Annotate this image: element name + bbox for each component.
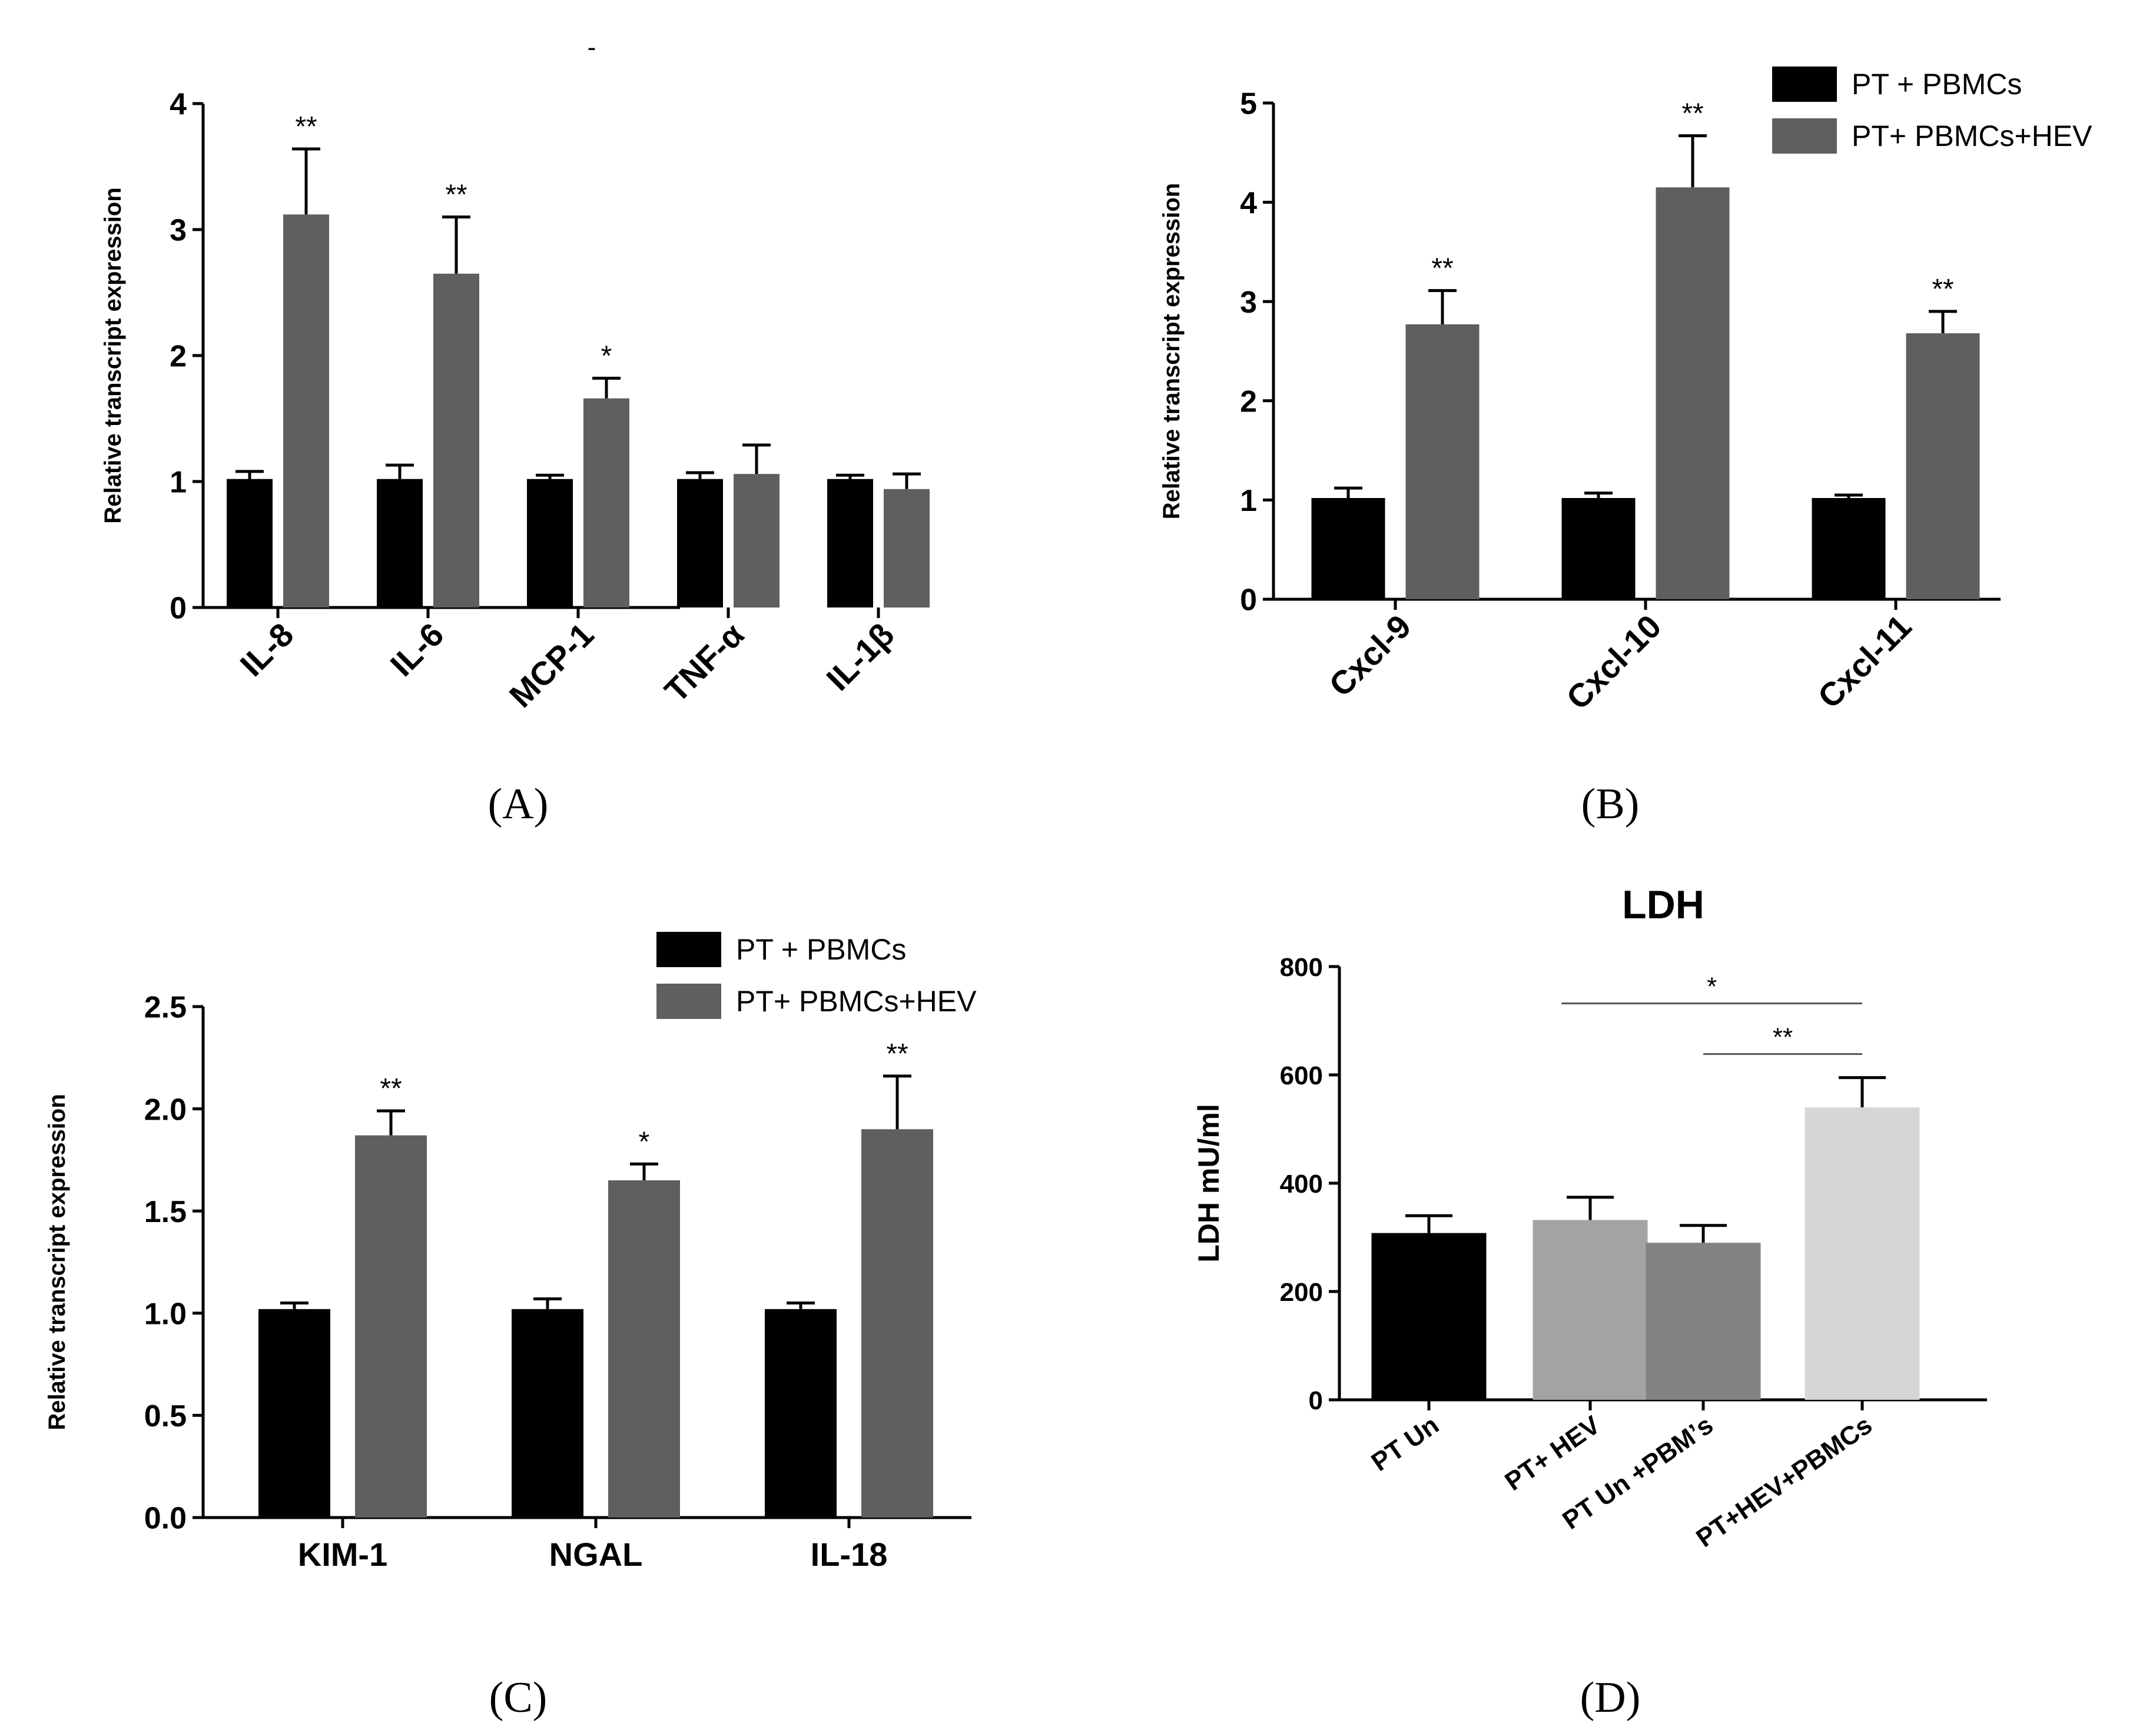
y-axis-label: Relative transcript expression [44, 1094, 70, 1430]
bar-ldh [1371, 1233, 1487, 1400]
legend-label: PT + PBMCs [1852, 68, 2022, 101]
legend-swatch [1772, 118, 1837, 154]
x-category-label: IL-6 [383, 616, 451, 683]
significance-marker: ** [886, 1038, 908, 1070]
panel-label-b: (B) [1581, 780, 1640, 828]
y-tick-label: 0 [170, 592, 187, 626]
comparison-marker: ** [1773, 1023, 1793, 1052]
legend-label: PT+ PBMCs+HEV [736, 985, 977, 1018]
comparison-marker: * [1707, 972, 1717, 1001]
x-category-label: IL-1β [819, 616, 901, 698]
y-axis-label: LDH mU/ml [1192, 1104, 1225, 1262]
bar-pt-pbmcs-hev [884, 489, 930, 607]
x-category-label: Cxcl-10 [1559, 607, 1668, 716]
y-tick-label: 0.0 [144, 1502, 187, 1536]
bar-pt-pbmcs-hev [608, 1180, 680, 1518]
legend-swatch [656, 932, 721, 967]
chart-panel-c: 0.0 0.5 1.0 1.5 2.0 2.5 Relative transcript ex… [44, 932, 977, 1573]
y-tick-label: 200 [1280, 1278, 1323, 1307]
y-axis-label: Relative transcript expression [100, 187, 126, 523]
x-category-label: IL-18 [811, 1536, 888, 1573]
bar-pt-pbmcs [1812, 498, 1886, 599]
y-tick-label: 4 [1240, 186, 1257, 220]
y-tick-label: 2 [1240, 385, 1257, 419]
x-category-label: KIM-1 [298, 1536, 387, 1573]
y-axis-label: Relative transcript expression [1159, 183, 1185, 519]
y-tick-label: 5 [1240, 87, 1257, 121]
significance-marker: ** [380, 1073, 402, 1104]
bar-pt-pbmcs-hev [734, 474, 780, 607]
y-tick-label: 2.0 [144, 1093, 187, 1127]
bar-pt-pbmcs [527, 479, 573, 607]
y-tick-label: 0 [1240, 583, 1257, 617]
significance-marker: ** [295, 111, 317, 142]
y-tick-label: 2 [170, 340, 187, 374]
bar-ldh [1805, 1107, 1920, 1400]
y-tick-label: 400 [1280, 1170, 1323, 1199]
y-tick-label: 3 [170, 214, 187, 248]
significance-marker: * [601, 341, 612, 372]
significance-marker: ** [1932, 274, 1953, 305]
chart-panel-b: 0 1 2 3 4 5 Relative transcript expression ** Cx… [1159, 67, 2092, 716]
bar-pt-pbmcs [1311, 498, 1385, 599]
legend-label: PT+ PBMCs+HEV [1852, 119, 2092, 152]
y-tick-label: 3 [1240, 285, 1257, 320]
y-tick-label: 2.5 [144, 991, 187, 1025]
legend-swatch [656, 984, 721, 1019]
significance-marker: * [639, 1126, 650, 1157]
x-category-label: TNF-α [657, 616, 751, 709]
y-tick-label: 800 [1280, 953, 1323, 982]
legend-label: PT + PBMCs [736, 933, 906, 966]
top-dash-mark: - [588, 33, 596, 62]
chart-title: LDH [1622, 882, 1704, 927]
bar-pt-pbmcs [765, 1309, 837, 1518]
x-category-label: NGAL [549, 1536, 643, 1573]
bar-pt-pbmcs [677, 479, 723, 607]
bar-pt-pbmcs-hev [583, 398, 629, 607]
legend-swatch [1772, 67, 1837, 102]
x-category-label: PT+ HEV [1500, 1410, 1606, 1496]
x-category-label: IL-8 [233, 616, 301, 683]
significance-marker: ** [1431, 253, 1453, 284]
y-tick-label: 0 [1309, 1386, 1323, 1415]
bar-pt-pbmcs-hev [283, 214, 329, 607]
bar-pt-pbmcs-hev [861, 1129, 933, 1518]
chart-panel-a: 0 1 2 3 4 Relative transcript expression ** IL-… [100, 88, 930, 715]
x-category-label: PT Un [1366, 1410, 1444, 1477]
bar-pt-pbmcs-hev [355, 1135, 427, 1518]
x-category-label: MCP-1 [502, 616, 601, 715]
significance-marker: ** [445, 180, 467, 211]
bar-ldh [1646, 1243, 1761, 1400]
x-category-label: Cxcl-9 [1322, 607, 1418, 703]
panel-label-a: (A) [488, 780, 549, 828]
bar-pt-pbmcs [827, 479, 873, 607]
bar-pt-pbmcs-hev [1656, 187, 1730, 599]
x-category-label: Cxcl-11 [1810, 607, 1918, 715]
bar-pt-pbmcs [377, 479, 423, 607]
y-tick-label: 1.5 [144, 1195, 187, 1229]
y-tick-label: 1.0 [144, 1297, 187, 1332]
bar-pt-pbmcs-hev [1906, 333, 1980, 599]
y-tick-label: 600 [1280, 1061, 1323, 1090]
bar-pt-pbmcs-hev [1405, 324, 1480, 599]
bar-pt-pbmcs [258, 1309, 330, 1518]
panel-label-c: (C) [489, 1674, 548, 1722]
bar-pt-pbmcs [1561, 498, 1636, 599]
y-tick-label: 1 [170, 466, 187, 500]
bar-pt-pbmcs [227, 479, 273, 607]
significance-marker: ** [1681, 98, 1703, 130]
bar-pt-pbmcs-hev [433, 273, 479, 607]
y-tick-label: 0.5 [144, 1399, 187, 1433]
bar-pt-pbmcs [512, 1309, 583, 1518]
bar-ldh [1533, 1220, 1648, 1400]
y-tick-label: 4 [170, 88, 187, 122]
y-tick-label: 1 [1240, 484, 1257, 518]
x-category-label: PT+HEV+PBMCs [1691, 1410, 1878, 1553]
panel-label-d: (D) [1580, 1674, 1641, 1722]
